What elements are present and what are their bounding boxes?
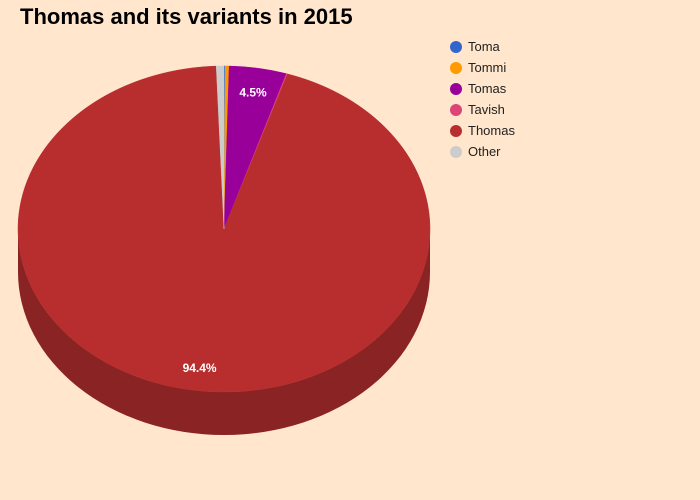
data-label-tomas: 4.5% <box>239 85 267 99</box>
legend-swatch <box>450 124 462 137</box>
legend-swatch <box>450 40 462 53</box>
legend-swatch <box>450 61 462 74</box>
pie-side-thomas <box>18 229 430 435</box>
legend-label: Tavish <box>468 102 505 117</box>
pie-side-group <box>18 229 430 435</box>
pie-slice-other[interactable] <box>215 65 225 230</box>
legend-label: Thomas <box>468 123 515 138</box>
legend: Toma Tommi Tomas Tavish Thomas Other <box>450 36 515 162</box>
legend-item-tavish[interactable]: Tavish <box>450 99 515 120</box>
legend-item-tommi[interactable]: Tommi <box>450 57 515 78</box>
legend-label: Other <box>468 144 501 159</box>
data-label-thomas: 94.4% <box>183 361 217 375</box>
legend-item-other[interactable]: Other <box>450 141 515 162</box>
legend-item-thomas[interactable]: Thomas <box>450 120 515 141</box>
pie-slices <box>17 65 431 393</box>
chart-title: Thomas and its variants in 2015 <box>20 4 353 29</box>
legend-label: Tomas <box>468 81 507 96</box>
legend-label: Toma <box>468 39 500 54</box>
legend-label: Tommi <box>468 60 507 75</box>
legend-item-tomas[interactable]: Tomas <box>450 78 515 99</box>
legend-swatch <box>450 103 462 116</box>
legend-swatch <box>450 145 462 158</box>
pie-slice-thomas[interactable] <box>17 65 431 393</box>
legend-swatch <box>450 82 462 95</box>
legend-item-toma[interactable]: Toma <box>450 36 515 57</box>
